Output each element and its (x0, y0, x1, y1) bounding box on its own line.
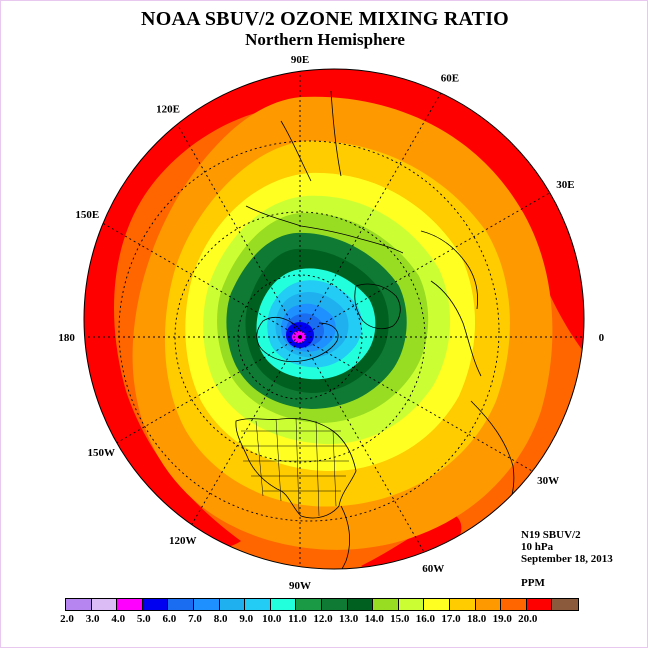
meridian-line (299, 336, 425, 553)
colorbar-segment (526, 599, 553, 610)
units-label: PPM (521, 577, 545, 589)
colorbar-tick-label: 12.0 (313, 613, 333, 625)
graticule (84, 71, 584, 567)
map-boundary (83, 68, 585, 570)
longitude-label: 0 (599, 332, 605, 344)
colorbar-tick-label: 17.0 (441, 613, 461, 625)
instrument-label: N19 SBUV/2 (521, 529, 581, 541)
colorbar-tick-label: 5.0 (136, 613, 151, 625)
colorbar (65, 598, 579, 611)
colorbar-tick-label: 8.0 (213, 613, 228, 625)
longitude-label: 30E (556, 179, 574, 191)
colorbar-segment (475, 599, 502, 610)
colorbar-segment (142, 599, 169, 610)
colorbar-tick-label: 18.0 (466, 613, 487, 625)
asia-coast (245, 90, 404, 254)
colorbar-segment (552, 599, 578, 610)
meridian-line (191, 336, 301, 525)
colorbar-segment (270, 599, 297, 610)
greenland-coast (354, 283, 401, 330)
info-spacer (521, 565, 613, 577)
pressure-level-label: 10 hPa (521, 541, 554, 553)
arctic-islands (256, 317, 339, 363)
colorbar-tick-label: 7.0 (188, 613, 202, 625)
colorbar-tick-label: 6.0 (162, 613, 177, 625)
colorbar-segment (245, 599, 271, 610)
colorbar-segment (501, 599, 527, 610)
colorbar-segment (449, 599, 476, 610)
meridian-line (299, 192, 551, 338)
longitude-label: 150W (87, 447, 115, 459)
ozone-field (84, 69, 584, 569)
central-america-coast (325, 505, 351, 569)
meridian-line (299, 92, 442, 338)
longitude-labels: 90E 60E 30E 0 30W 60W 90W 120W 150W 180 150E 120E (58, 54, 604, 592)
longitude-label: 60W (422, 563, 444, 575)
longitude-label: 90E (291, 54, 309, 66)
colorbar-segment (193, 599, 220, 610)
date-label: September 18, 2013 (521, 553, 613, 565)
longitude-label: 120E (156, 104, 180, 116)
colorbar-tick-label: 14.0 (364, 613, 384, 625)
longitude-label: 90W (289, 580, 311, 592)
longitude-label: 120W (169, 535, 197, 547)
colorbar-segment (219, 599, 246, 610)
us-state-grid (241, 417, 349, 517)
colorbar-segment (117, 599, 143, 610)
colorbar-tick-label: 19.0 (492, 613, 512, 625)
colorbar-segment (168, 599, 194, 610)
colorbar-segment (91, 599, 118, 610)
colorbar-tick-label: 9.0 (239, 613, 254, 625)
colorbar-segment (321, 599, 348, 610)
colorbar-tick-label: 11.0 (288, 613, 307, 625)
europe-coast (420, 230, 482, 377)
colorbar-segment (398, 599, 425, 610)
colorbar-segment (424, 599, 450, 610)
colorbar-tick-label: 20.0 (518, 613, 538, 625)
meridian-line (176, 124, 301, 338)
info-block: N19 SBUV/2 10 hPa September 18, 2013 PPM (521, 529, 613, 589)
coastlines (235, 90, 515, 569)
colorbar-tick-label: 13.0 (338, 613, 359, 625)
colorbar-tick-label: 16.0 (415, 613, 436, 625)
figure-title: NOAA SBUV/2 OZONE MIXING RATIO (141, 8, 509, 30)
latitude-circle-40 (118, 140, 500, 522)
longitude-label: 180 (58, 332, 75, 344)
colorbar-tick-label: 3.0 (85, 613, 100, 625)
colorbar-segment (66, 599, 92, 610)
colorbar-tick-label: 2.0 (60, 613, 74, 625)
colorbar-segment (373, 599, 399, 610)
colorbar-tick-label: 4.0 (111, 613, 126, 625)
colorbar-tick-label: 15.0 (390, 613, 410, 625)
longitude-label: 150E (75, 209, 99, 221)
colorbar-tick-label: 10.0 (262, 613, 282, 625)
north-america-coast (235, 418, 357, 519)
colorbar-tick-labels: 2.0 3.0 4.0 5.0 6.0 7.0 8.0 9.0 10.0 11.0 12.0 13.0… (1, 613, 647, 627)
meridian-line (116, 336, 301, 444)
colorbar-segment (296, 599, 322, 610)
longitude-label: 30W (537, 475, 559, 487)
meridian-lines (84, 71, 584, 567)
colorbar-segment (347, 599, 374, 610)
longitude-label: 60E (441, 72, 459, 84)
figure-subtitle: Northern Hemisphere (245, 30, 405, 49)
